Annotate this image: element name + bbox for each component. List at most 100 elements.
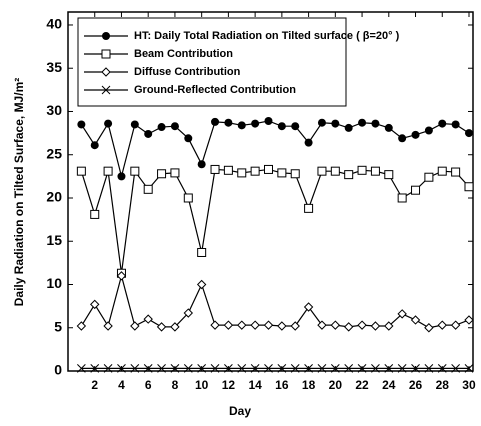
marker <box>344 170 354 180</box>
marker <box>290 169 300 179</box>
marker <box>117 172 126 181</box>
marker <box>223 320 234 330</box>
marker <box>357 364 367 373</box>
marker <box>101 67 111 77</box>
marker <box>290 321 300 331</box>
marker <box>170 168 180 178</box>
marker <box>103 321 113 331</box>
marker <box>183 308 194 318</box>
y-tick-label: 35 <box>46 59 62 75</box>
marker <box>464 129 473 138</box>
x-axis-label: Day <box>229 404 251 418</box>
marker <box>130 364 140 373</box>
marker <box>330 364 340 373</box>
marker <box>330 320 341 330</box>
marker <box>384 321 394 331</box>
marker <box>101 85 111 95</box>
marker <box>144 129 153 138</box>
marker <box>264 364 273 373</box>
marker <box>264 116 273 125</box>
marker <box>90 299 100 310</box>
marker <box>224 364 233 373</box>
marker <box>344 123 353 132</box>
legend: HT: Daily Total Radiation on Tilted surf… <box>77 17 400 107</box>
marker <box>263 320 274 330</box>
marker <box>250 320 260 330</box>
marker <box>116 271 127 281</box>
marker <box>143 314 153 324</box>
marker <box>450 320 461 330</box>
marker <box>237 121 246 130</box>
marker <box>290 364 300 373</box>
y-tick-label: 40 <box>46 16 62 32</box>
marker <box>370 321 381 331</box>
marker <box>424 364 434 373</box>
y-tick-label: 15 <box>46 232 62 248</box>
marker <box>196 279 207 290</box>
marker <box>438 119 447 128</box>
marker <box>130 321 140 331</box>
legend-label: Ground-Reflected Contribution <box>134 84 296 96</box>
marker <box>424 126 433 135</box>
marker <box>156 322 167 332</box>
x-tick-label: 18 <box>302 378 316 392</box>
marker <box>464 364 474 373</box>
marker <box>371 119 380 128</box>
marker <box>250 166 260 176</box>
marker <box>291 122 300 131</box>
x-tick-label: 22 <box>355 378 369 392</box>
marker <box>170 122 179 131</box>
marker <box>277 364 287 373</box>
marker <box>357 165 367 175</box>
marker <box>317 166 327 176</box>
marker <box>210 164 220 174</box>
marker <box>130 120 139 129</box>
marker <box>410 315 421 325</box>
legend-box <box>77 17 347 107</box>
marker <box>303 302 314 312</box>
marker <box>357 320 367 330</box>
marker <box>384 123 393 132</box>
x-tick-label: 26 <box>409 378 423 392</box>
marker <box>90 141 99 150</box>
marker <box>224 118 233 127</box>
marker <box>424 323 434 333</box>
x-tick-label: 8 <box>172 378 179 392</box>
marker <box>398 134 407 143</box>
marker <box>157 169 167 179</box>
x-tick-label: 24 <box>382 378 396 392</box>
marker <box>104 119 113 128</box>
marker <box>358 118 367 127</box>
marker <box>184 134 193 143</box>
marker <box>103 364 113 373</box>
marker <box>237 168 247 178</box>
series-line <box>80 120 470 177</box>
marker <box>331 119 340 128</box>
marker <box>330 166 340 176</box>
y-axis-label: Daily Radiation on Tilted Surface, MJ/m² <box>12 78 26 307</box>
marker <box>344 364 354 373</box>
marker <box>317 118 326 127</box>
marker <box>90 209 100 219</box>
x-tick-label: 16 <box>275 378 289 392</box>
marker <box>343 322 354 332</box>
marker <box>464 182 474 192</box>
marker <box>211 117 220 126</box>
marker <box>237 364 247 373</box>
marker <box>384 364 394 373</box>
marker <box>170 322 180 332</box>
marker <box>451 167 461 177</box>
marker <box>277 122 286 131</box>
marker <box>197 364 207 373</box>
marker <box>277 168 287 178</box>
marker <box>101 49 111 59</box>
marker <box>424 172 434 182</box>
y-tick-label: 25 <box>46 145 62 161</box>
series-line <box>80 168 470 274</box>
marker <box>170 364 180 373</box>
marker <box>437 320 447 330</box>
marker <box>397 193 407 203</box>
marker <box>210 320 220 330</box>
marker <box>371 364 380 373</box>
y-tick-label: 10 <box>46 275 62 291</box>
